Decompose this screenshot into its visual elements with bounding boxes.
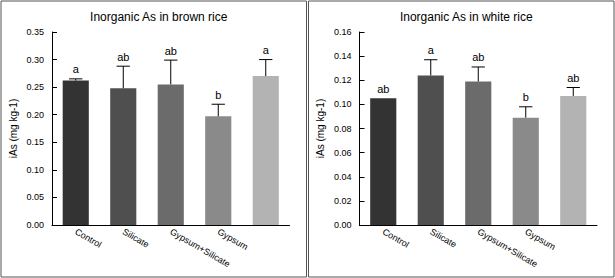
svg-text:0.10: 0.10	[26, 165, 44, 175]
svg-text:Silicate: Silicate	[121, 227, 151, 250]
svg-text:0.05: 0.05	[26, 192, 44, 202]
svg-text:Control: Control	[381, 227, 411, 250]
svg-text:0.16: 0.16	[334, 27, 352, 37]
svg-text:Gypsum+Silicate: Gypsum+Silicate	[168, 226, 232, 270]
svg-text:ab: ab	[377, 83, 389, 95]
svg-text:0.12: 0.12	[334, 75, 352, 85]
svg-text:0.30: 0.30	[26, 55, 44, 65]
svg-text:0.08: 0.08	[334, 124, 352, 134]
svg-text:0.02: 0.02	[334, 196, 352, 206]
svg-text:ab: ab	[165, 45, 177, 57]
svg-text:ab: ab	[117, 51, 129, 63]
svg-text:Inorganic As in white rice: Inorganic As in white rice	[400, 10, 533, 24]
svg-text:Gypsum+Silicate: Gypsum+Silicate	[475, 226, 540, 270]
svg-text:Gypsum: Gypsum	[216, 227, 250, 252]
svg-text:Inorganic As in brown rice: Inorganic As in brown rice	[90, 10, 228, 24]
svg-text:ab: ab	[567, 72, 579, 84]
svg-text:Gypsum: Gypsum	[523, 227, 557, 252]
svg-text:0.06: 0.06	[334, 148, 352, 158]
svg-text:ab: ab	[472, 51, 484, 63]
svg-text:b: b	[215, 89, 221, 101]
svg-text:0.20: 0.20	[26, 110, 44, 120]
svg-text:a: a	[428, 44, 435, 56]
svg-text:Control: Control	[73, 227, 103, 250]
svg-text:b: b	[523, 91, 529, 103]
svg-text:0.25: 0.25	[26, 82, 44, 92]
svg-text:0.35: 0.35	[26, 27, 44, 37]
svg-text:Silicate: Silicate	[428, 227, 458, 250]
svg-text:0.00: 0.00	[334, 220, 352, 230]
svg-text:iAs (mg kg-1): iAs (mg kg-1)	[315, 99, 326, 158]
svg-text:iAs (mg kg-1): iAs (mg kg-1)	[8, 99, 19, 158]
svg-text:a: a	[263, 44, 270, 56]
svg-text:0.15: 0.15	[26, 137, 44, 147]
svg-text:0.00: 0.00	[26, 220, 44, 230]
svg-text:0.14: 0.14	[334, 51, 352, 61]
svg-text:0.10: 0.10	[334, 99, 352, 109]
svg-text:0.04: 0.04	[334, 172, 352, 182]
svg-text:a: a	[73, 63, 80, 75]
